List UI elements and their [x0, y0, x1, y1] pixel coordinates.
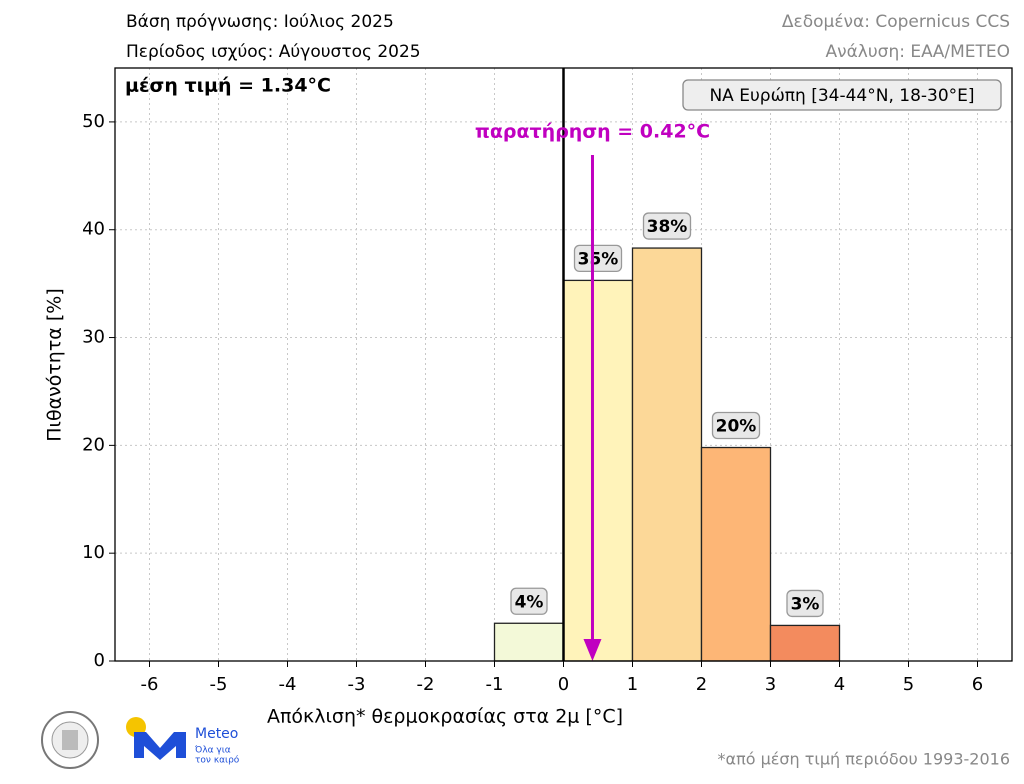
y-axis-label: Πιθανότητα [%] — [44, 288, 66, 441]
x-tick-label: 2 — [696, 674, 707, 695]
y-tick-label: 0 — [94, 650, 105, 671]
mean-annotation: μέση τιμή = 1.34°C — [125, 75, 331, 97]
footnote: *από μέση τιμή περιόδου 1993-2016 — [718, 750, 1010, 769]
value-label-box — [786, 589, 824, 618]
value-label-box — [711, 411, 761, 440]
y-tick-label: 40 — [82, 219, 105, 240]
value-label: 35% — [578, 249, 619, 269]
x-tick-label: -5 — [210, 674, 228, 695]
x-tick-label: 4 — [834, 674, 845, 695]
x-tick-label: -3 — [348, 674, 366, 695]
y-tick-label: 10 — [82, 542, 105, 563]
y-tick-label: 50 — [82, 111, 105, 132]
y-tick-label: 30 — [82, 327, 105, 348]
x-tick-label: 0 — [558, 674, 569, 695]
region-box — [682, 79, 1002, 111]
y-tick-label: 20 — [82, 434, 105, 455]
x-tick-label: 5 — [903, 674, 914, 695]
bar — [631, 247, 703, 662]
logo-tagline: Όλα για — [194, 745, 231, 756]
header-right-1: Δεδομένα: Copernicus CCS — [782, 12, 1010, 32]
x-tick-label: 6 — [972, 674, 983, 695]
bar — [700, 446, 772, 662]
x-axis-label: Απόκλιση* θερμοκρασίας στα 2μ [°C] — [267, 706, 623, 728]
value-label: 4% — [515, 592, 544, 612]
header-right-2: Ανάλυση: ΕΑΑ/METEO — [825, 42, 1010, 62]
observation-label: παρατήρηση = 0.42°C — [475, 121, 710, 143]
x-tick-label: 3 — [765, 674, 776, 695]
value-label: 3% — [791, 594, 820, 614]
logo-tagline: τον καιρό — [195, 755, 240, 766]
value-label: 38% — [647, 217, 688, 237]
x-tick-label: -1 — [486, 674, 504, 695]
x-tick-label: -4 — [279, 674, 297, 695]
logo-name: Meteo — [195, 726, 238, 742]
plot-frame — [114, 67, 1013, 662]
value-label-box — [573, 244, 623, 273]
value-label-box — [642, 212, 692, 240]
header-left-2: Περίοδος ισχύος: Αύγουστος 2025 — [126, 42, 421, 62]
meteo-logo: Meteo Όλα για τον καιρό — [126, 717, 240, 766]
bar — [493, 622, 565, 662]
region-label: ΝΑ Ευρώπη [34-44°N, 18-30°E] — [709, 86, 974, 106]
observatory-seal — [41, 711, 99, 769]
value-label-box — [510, 587, 548, 615]
value-label: 20% — [716, 417, 757, 437]
x-tick-label: 1 — [627, 674, 638, 695]
header-left-1: Βάση πρόγνωσης: Ιούλιος 2025 — [126, 12, 394, 32]
x-tick-label: -2 — [417, 674, 435, 695]
bar — [769, 624, 841, 662]
bar — [562, 279, 634, 662]
x-tick-label: -6 — [141, 674, 159, 695]
observation-arrowhead — [583, 639, 602, 661]
